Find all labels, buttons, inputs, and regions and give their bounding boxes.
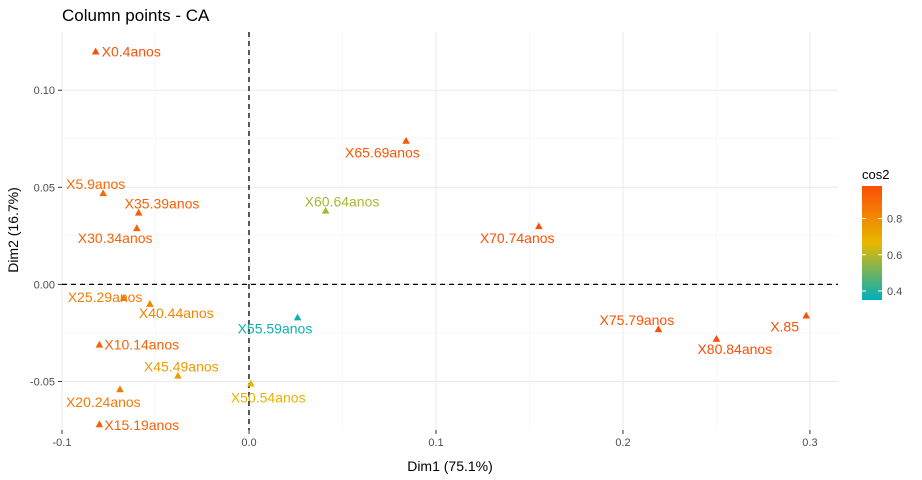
point-label: X15.19anos	[104, 417, 179, 433]
x-tick-label: 0.3	[802, 437, 817, 449]
point-marker	[91, 47, 100, 55]
point-marker	[116, 385, 124, 393]
point-marker	[132, 224, 141, 232]
point-marker	[247, 379, 255, 387]
point-label: X80.84anos	[697, 341, 772, 357]
point-marker	[174, 371, 182, 379]
point-marker	[95, 420, 104, 428]
point-label: X0.4anos	[102, 43, 161, 59]
y-tick-label: 0.10	[34, 85, 55, 97]
point-label: X60.64anos	[305, 194, 380, 210]
point-marker	[712, 334, 721, 342]
point-marker	[99, 189, 107, 197]
point-marker	[802, 311, 811, 319]
point-label: X65.69anos	[345, 145, 420, 161]
point-marker	[95, 340, 104, 348]
point-marker	[293, 313, 302, 321]
x-tick-label: 0.2	[615, 437, 630, 449]
point-label: X.85	[770, 318, 799, 334]
point-marker	[535, 222, 543, 230]
chart-title: Column points - CA	[62, 6, 210, 25]
x-tick-label: -0.1	[53, 437, 72, 449]
legend: cos2 0.4 0.6 0.8	[862, 167, 902, 300]
y-tick-label: 0.05	[34, 182, 55, 194]
point-label: X25.29anos	[68, 289, 143, 305]
point-marker	[134, 208, 143, 216]
x-axis-title: Dim1 (75.1%)	[407, 458, 493, 474]
point-label: X5.9anos	[66, 176, 125, 192]
y-axis-title: Dim2 (16.7%)	[5, 187, 21, 273]
y-tick-label: -0.05	[30, 376, 55, 388]
point-marker	[119, 294, 128, 302]
point-label: X20.24anos	[66, 394, 141, 410]
point-label: X35.39anos	[125, 196, 200, 212]
point-label: X40.44anos	[139, 305, 214, 321]
legend-tick-label: 0.6	[887, 250, 902, 262]
legend-title: cos2	[862, 167, 889, 182]
point-marker	[402, 136, 410, 144]
point-label: X10.14anos	[104, 337, 179, 353]
point-marker	[654, 325, 663, 333]
x-tick-label: 0.1	[428, 437, 443, 449]
point-label: X70.74anos	[480, 230, 555, 246]
y-tick-label: 0.00	[34, 279, 55, 291]
point-label: X45.49anos	[144, 359, 219, 375]
plot-panel: -0.1 0.0 0.1 0.2 0.3 -0.05 0.00 0.05 0.10 X0.4ano…	[30, 32, 838, 449]
legend-tick-label: 0.8	[887, 214, 902, 226]
x-tick-label: 0.0	[241, 437, 256, 449]
colorbar	[862, 186, 882, 300]
point-label: X75.79anos	[599, 312, 674, 328]
point-marker	[321, 206, 330, 214]
point-label: X30.34anos	[78, 230, 153, 246]
point-label: X50.54anos	[231, 389, 306, 405]
point-marker	[146, 300, 154, 307]
legend-tick-label: 0.4	[887, 286, 902, 298]
point-label: X55.59anos	[238, 320, 313, 336]
